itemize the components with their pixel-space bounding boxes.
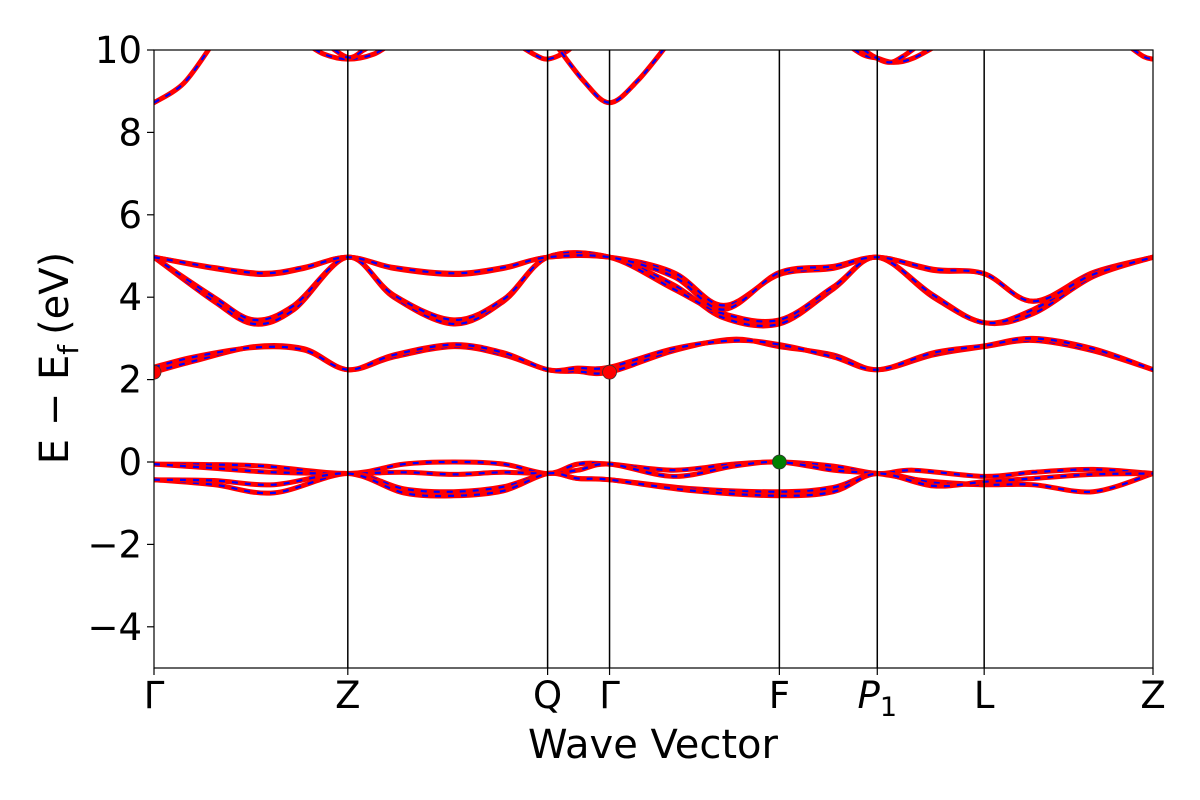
band-line-dash-1 xyxy=(154,460,1153,494)
x-axis-ticks: Γ Z Q Γ F P1 L Z xyxy=(144,668,1166,723)
band-line-dash-9 xyxy=(154,254,1153,311)
y-tick-label-7: 10 xyxy=(95,29,142,72)
x-tick-label-2: Q xyxy=(533,674,562,717)
x-tick-label-5: P1 xyxy=(858,674,898,723)
band-line-17 xyxy=(1129,50,1153,62)
band-line-10 xyxy=(154,50,212,106)
x-axis-title: Wave Vector xyxy=(528,722,779,768)
y-axis-title-subscript: f xyxy=(52,344,85,355)
band-line-dash-11 xyxy=(313,50,384,61)
y-tick-label-4: 4 xyxy=(118,276,142,319)
band-line-dash-13 xyxy=(524,50,571,61)
x-tick-label-3: Γ xyxy=(599,674,620,717)
y-tick-label-1: −2 xyxy=(87,523,142,566)
band-line-dash-15 xyxy=(853,50,932,64)
y-tick-label-3: 2 xyxy=(118,359,142,402)
kpath-lines xyxy=(347,50,985,668)
y-tick-label-2: 0 xyxy=(118,441,142,484)
y-tick-label-6: 8 xyxy=(118,111,142,154)
y-tick-label-5: 6 xyxy=(118,194,142,237)
x-tick-label-4: F xyxy=(769,674,790,717)
y-axis-title-main: E − E xyxy=(32,355,78,465)
y-axis-title: E − Ef (eV) xyxy=(32,252,85,465)
x-tick-label-1: Z xyxy=(335,674,360,717)
x-tick-label-6: L xyxy=(974,674,995,717)
plot-frame xyxy=(153,49,1154,669)
band-line-dash-16 xyxy=(862,50,915,64)
band-line-dash-7 xyxy=(154,251,1153,325)
y-tick-label-0: −4 xyxy=(87,606,142,649)
extremum-markers xyxy=(154,364,787,470)
x-tick-label-7: Z xyxy=(1140,674,1165,717)
cbm-marker-1 xyxy=(154,364,162,380)
y-axis-title-unit: (eV) xyxy=(32,252,78,335)
vbm-marker-0 xyxy=(771,454,787,470)
x-tick-label-0: Γ xyxy=(144,674,165,717)
band-lines xyxy=(154,50,1153,499)
band-line-5 xyxy=(154,335,1153,374)
y-axis-ticks: −4 −2 0 2 4 6 8 10 xyxy=(87,29,154,649)
cbm-marker-2 xyxy=(602,364,617,380)
